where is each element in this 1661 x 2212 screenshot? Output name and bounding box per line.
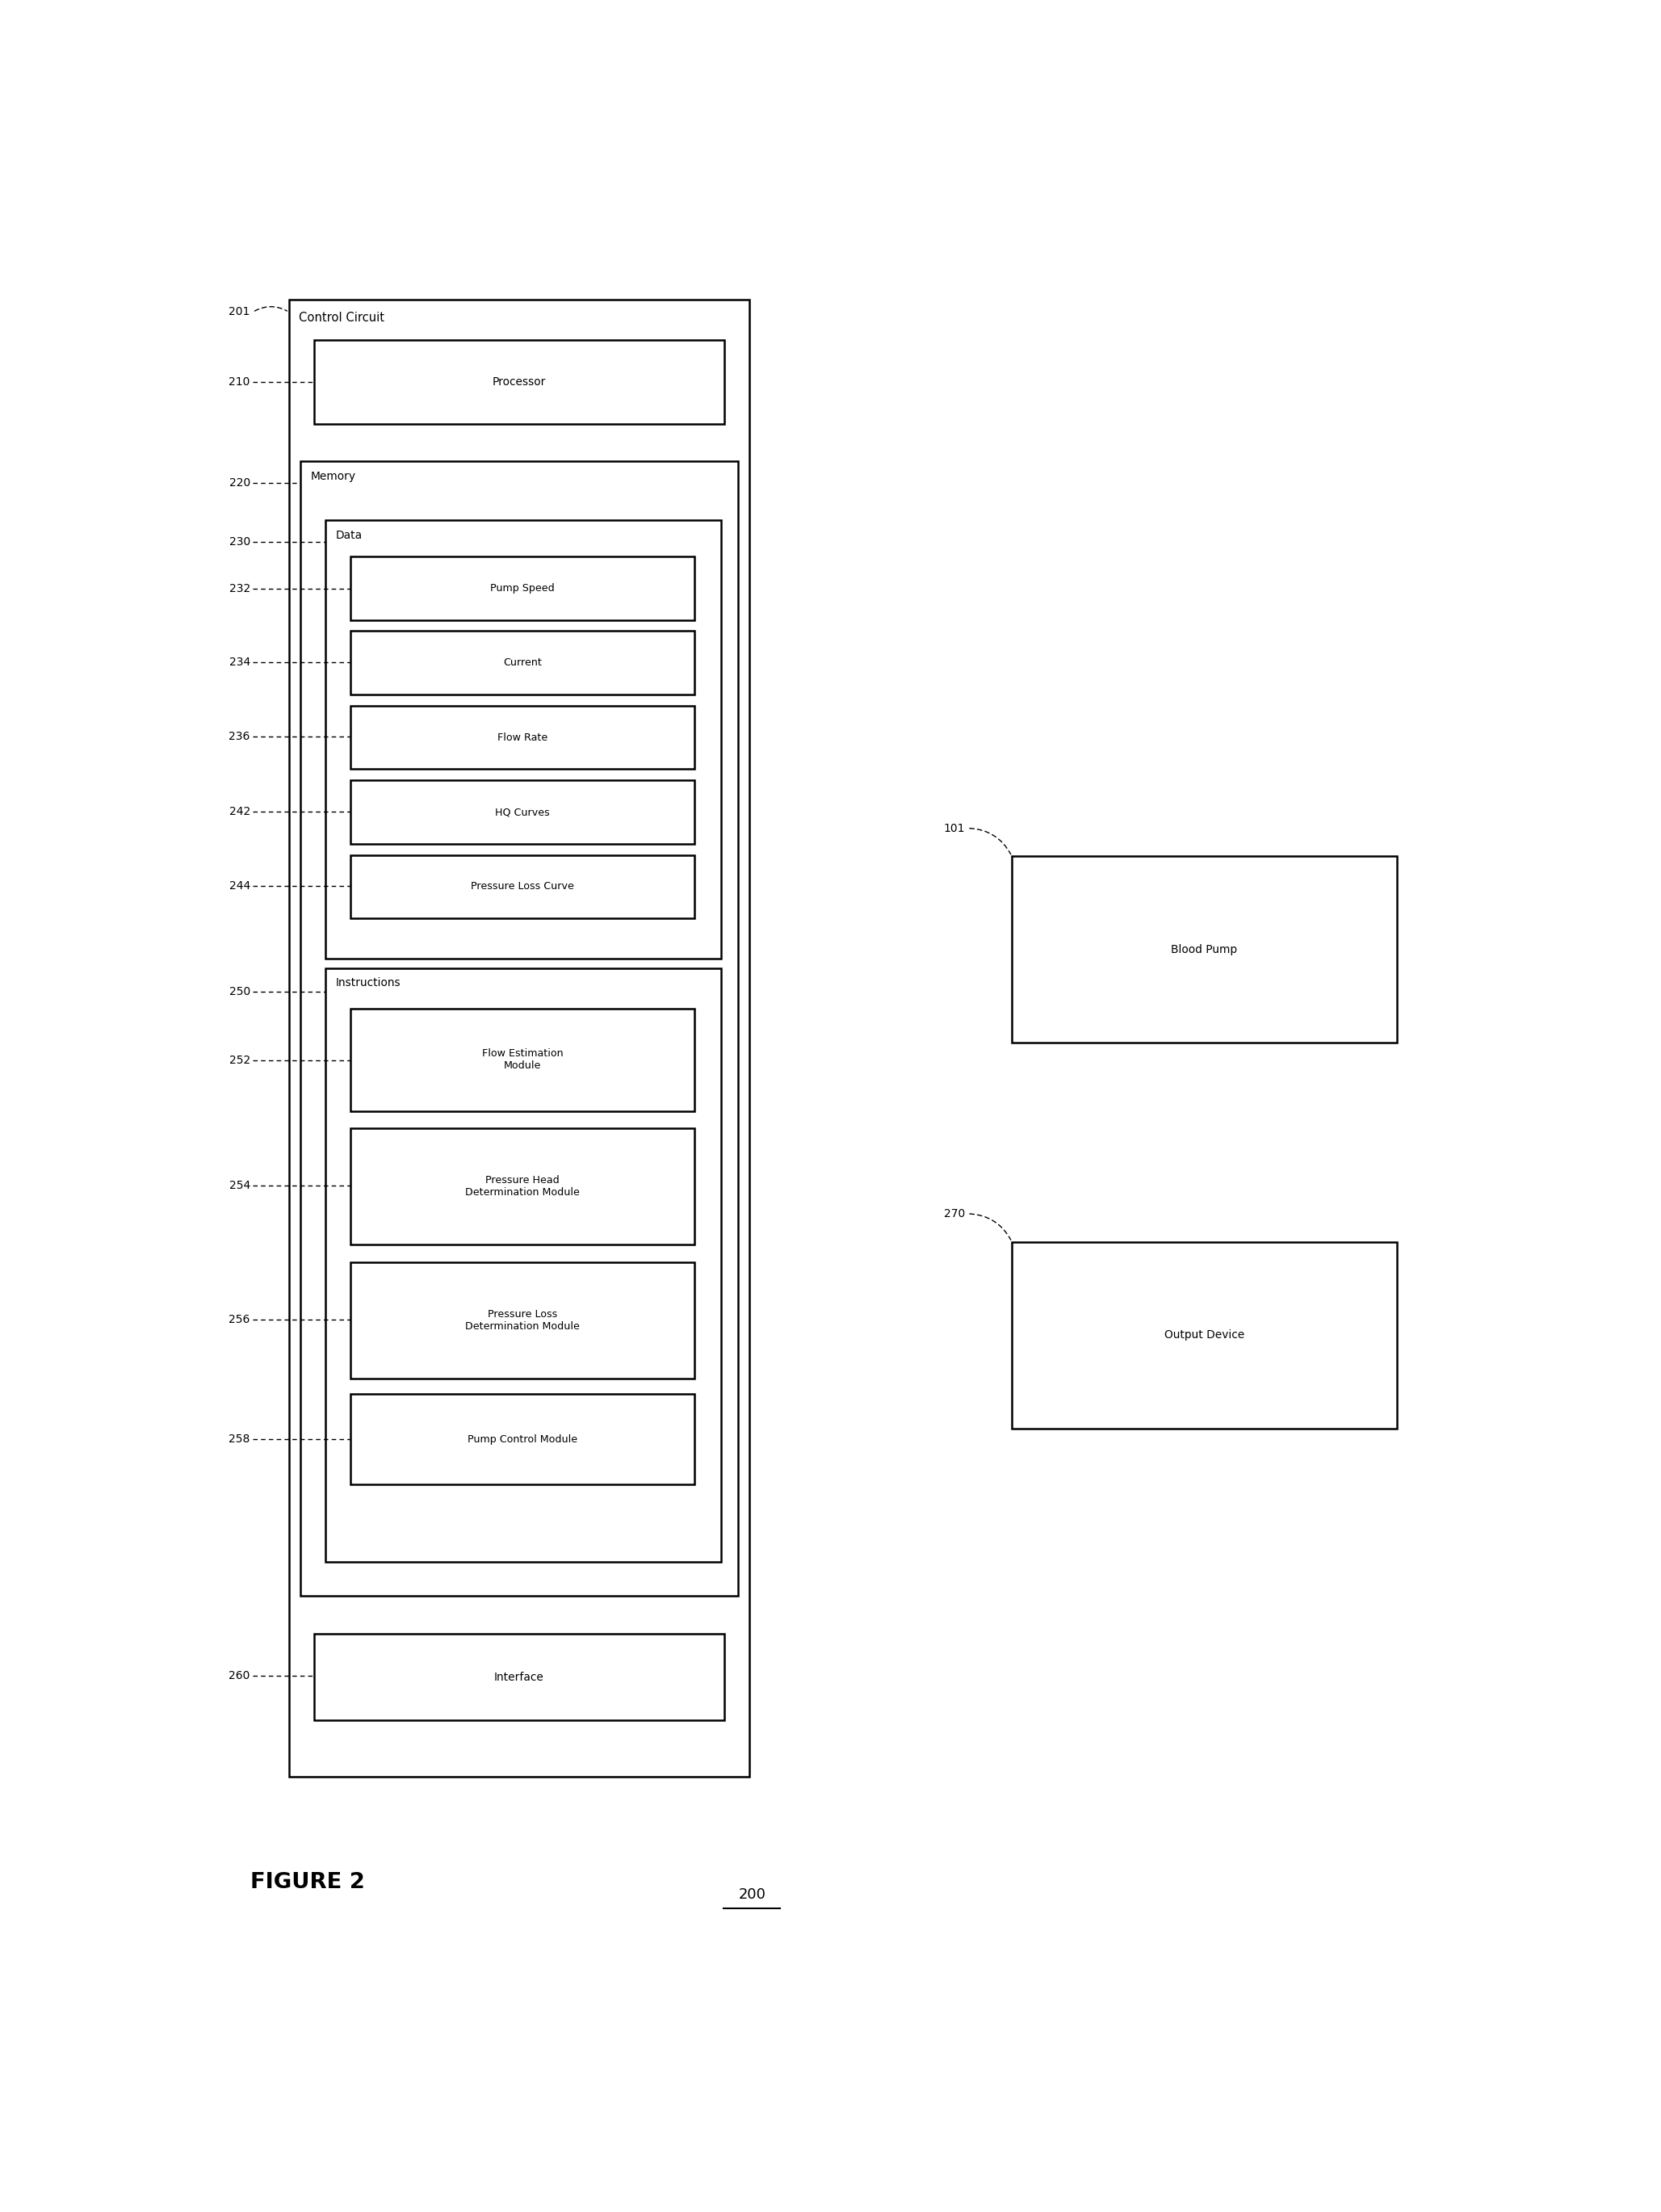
Text: Pressure Head
Determination Module: Pressure Head Determination Module	[465, 1175, 580, 1199]
Text: Output Device: Output Device	[1164, 1329, 1244, 1340]
Bar	[301, 462, 737, 1597]
Text: 234: 234	[229, 657, 251, 668]
Text: 254: 254	[229, 1181, 251, 1192]
Bar	[1012, 1241, 1397, 1429]
Bar	[350, 856, 694, 918]
Text: Blood Pump: Blood Pump	[1171, 945, 1237, 956]
Text: Pressure Loss Curve: Pressure Loss Curve	[470, 880, 575, 891]
Text: 270: 270	[943, 1208, 965, 1219]
Text: 232: 232	[229, 584, 251, 595]
Text: FIGURE 2: FIGURE 2	[251, 1871, 365, 1893]
Text: 201: 201	[229, 307, 251, 319]
Bar	[314, 341, 724, 425]
Bar	[289, 299, 749, 1776]
Text: Processor: Processor	[492, 376, 546, 387]
Bar	[350, 1394, 694, 1484]
Text: Interface: Interface	[493, 1672, 543, 1683]
Bar	[350, 781, 694, 843]
Bar	[350, 557, 694, 619]
Text: 220: 220	[229, 478, 251, 489]
Text: Flow Estimation
Module: Flow Estimation Module	[482, 1048, 563, 1071]
Text: 252: 252	[229, 1055, 251, 1066]
Text: 236: 236	[229, 732, 251, 743]
Text: Memory: Memory	[311, 471, 355, 482]
Text: 242: 242	[229, 805, 251, 816]
Bar	[350, 630, 694, 695]
Text: Flow Rate: Flow Rate	[497, 732, 548, 743]
Text: Pump Control Module: Pump Control Module	[467, 1433, 578, 1444]
Text: 256: 256	[229, 1314, 251, 1325]
Text: Current: Current	[503, 657, 541, 668]
Text: 250: 250	[229, 987, 251, 998]
Text: HQ Curves: HQ Curves	[495, 807, 550, 816]
Bar	[314, 1632, 724, 1721]
Text: Pressure Loss
Determination Module: Pressure Loss Determination Module	[465, 1310, 580, 1332]
Bar	[350, 1263, 694, 1378]
Text: Pump Speed: Pump Speed	[490, 584, 555, 593]
Text: Data: Data	[336, 529, 362, 542]
Bar	[1012, 856, 1397, 1042]
Text: Control Circuit: Control Circuit	[299, 312, 384, 325]
Bar	[326, 520, 721, 958]
Text: 260: 260	[229, 1670, 251, 1681]
Bar	[350, 706, 694, 770]
Text: 258: 258	[229, 1433, 251, 1444]
Text: 101: 101	[943, 823, 965, 834]
Text: 210: 210	[229, 376, 251, 387]
Text: Instructions: Instructions	[336, 978, 400, 989]
Text: 244: 244	[229, 880, 251, 891]
Bar	[350, 1009, 694, 1110]
Bar	[350, 1128, 694, 1245]
Text: 200: 200	[739, 1887, 766, 1902]
Bar	[326, 969, 721, 1562]
Text: 230: 230	[229, 538, 251, 549]
